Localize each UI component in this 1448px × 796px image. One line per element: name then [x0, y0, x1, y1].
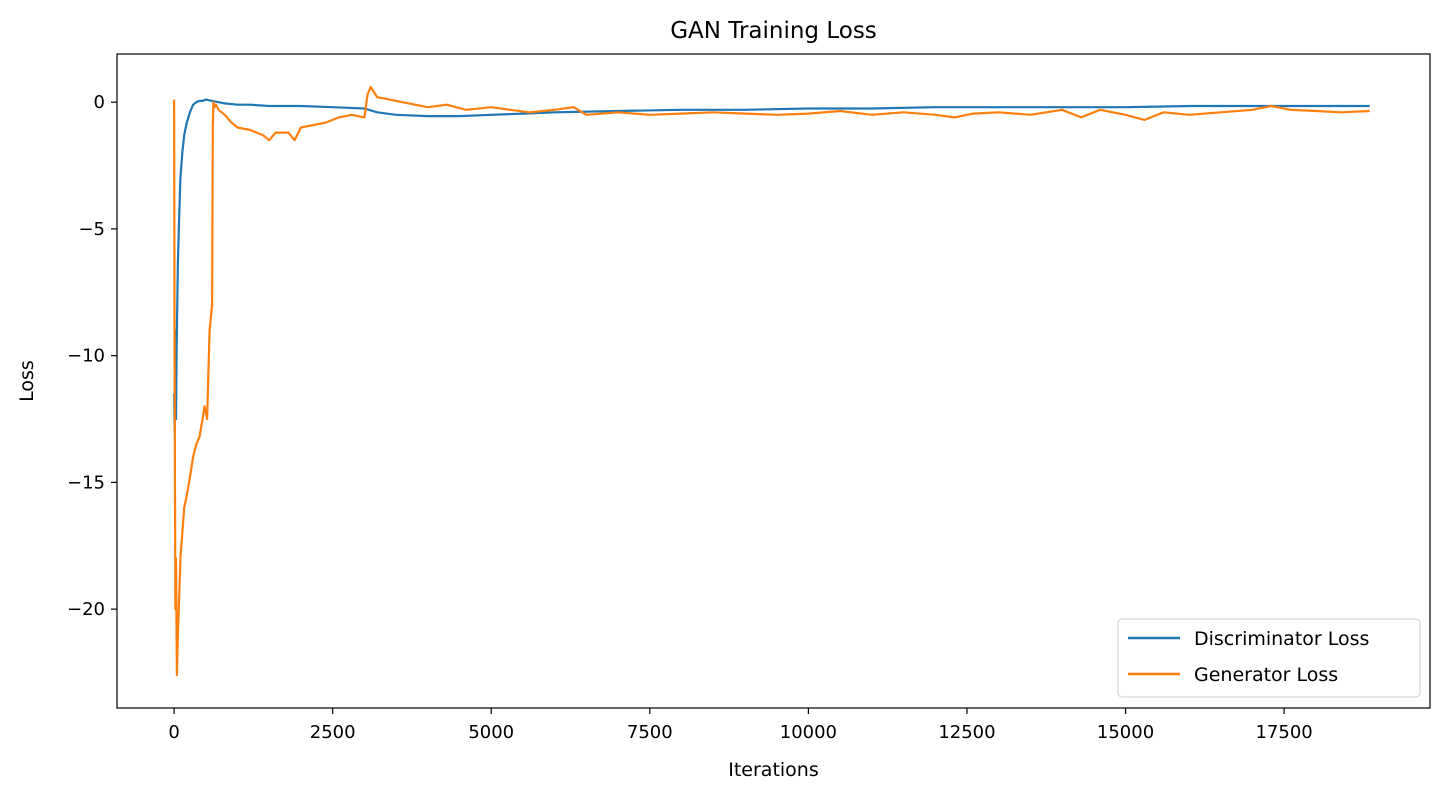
y-axis-label: Loss — [16, 360, 38, 402]
legend: Discriminator Loss Generator Loss — [1117, 618, 1421, 698]
y-tick-label: −10 — [67, 346, 105, 367]
x-tick-label: 2500 — [310, 722, 356, 743]
x-axis-label: Iterations — [728, 759, 819, 781]
legend-label: Discriminator Loss — [1194, 628, 1369, 650]
series-line-generator — [173, 85, 1370, 677]
y-tick-label: 0 — [94, 92, 105, 113]
legend-label: Generator Loss — [1194, 664, 1338, 686]
x-tick-label: 7500 — [627, 722, 673, 743]
y-tick-label: −5 — [78, 219, 105, 240]
chart-title: GAN Training Loss — [670, 18, 877, 44]
x-tick-label: 15000 — [1097, 722, 1154, 743]
y-tick-label: −20 — [67, 599, 105, 620]
series-line-discriminator — [173, 98, 1370, 433]
x-tick-label: 17500 — [1255, 722, 1312, 743]
series-layer — [173, 85, 1370, 677]
x-tick-label: 0 — [168, 722, 179, 743]
x-tick-label: 5000 — [468, 722, 514, 743]
y-axis-ticks: 0 −5 −10 −15 −20 — [67, 92, 117, 620]
plot-frame — [116, 53, 1431, 709]
y-tick-label: −15 — [67, 472, 105, 493]
x-axis-ticks: 0 2500 5000 7500 10000 12500 15000 17500 — [168, 708, 1313, 743]
x-tick-label: 10000 — [780, 722, 837, 743]
x-tick-label: 12500 — [938, 722, 995, 743]
legend-box — [1117, 618, 1421, 698]
